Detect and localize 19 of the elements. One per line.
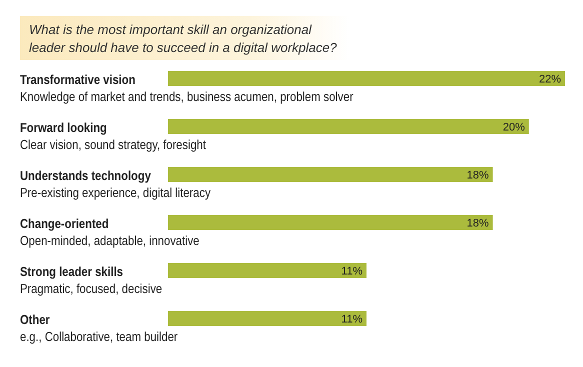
data-label: 20% [502, 122, 526, 134]
y-tick-label: Other e.g., Collaborative, team builder [20, 312, 178, 344]
data-label: 18% [466, 170, 490, 182]
bar [168, 263, 366, 278]
y-tick-label: Strong leader skills Pragmatic, focused, decisive [20, 264, 162, 296]
bar [168, 119, 529, 134]
bar [168, 71, 565, 86]
bar [168, 167, 493, 182]
y-tick-label: Understands technology Pre-existing experience, digital literacy [20, 168, 212, 200]
bar [168, 215, 493, 230]
bar [168, 311, 366, 326]
data-label: 11% [341, 314, 363, 326]
data-label: 18% [466, 218, 490, 230]
data-label: 22% [538, 74, 562, 86]
data-label: 11% [341, 266, 363, 278]
y-tick-label: Forward looking Clear vision, sound strategy, foresight [20, 120, 207, 152]
chart-title: What is the most important skill an organizational leader should have to succeed in a digital workplace? [29, 22, 338, 55]
y-tick-label: Change-oriented Open-minded, adaptable, innovative [20, 216, 200, 248]
y-tick-label: Transformative vision Knowledge of market and trends, business acumen, problem solver [20, 72, 354, 104]
